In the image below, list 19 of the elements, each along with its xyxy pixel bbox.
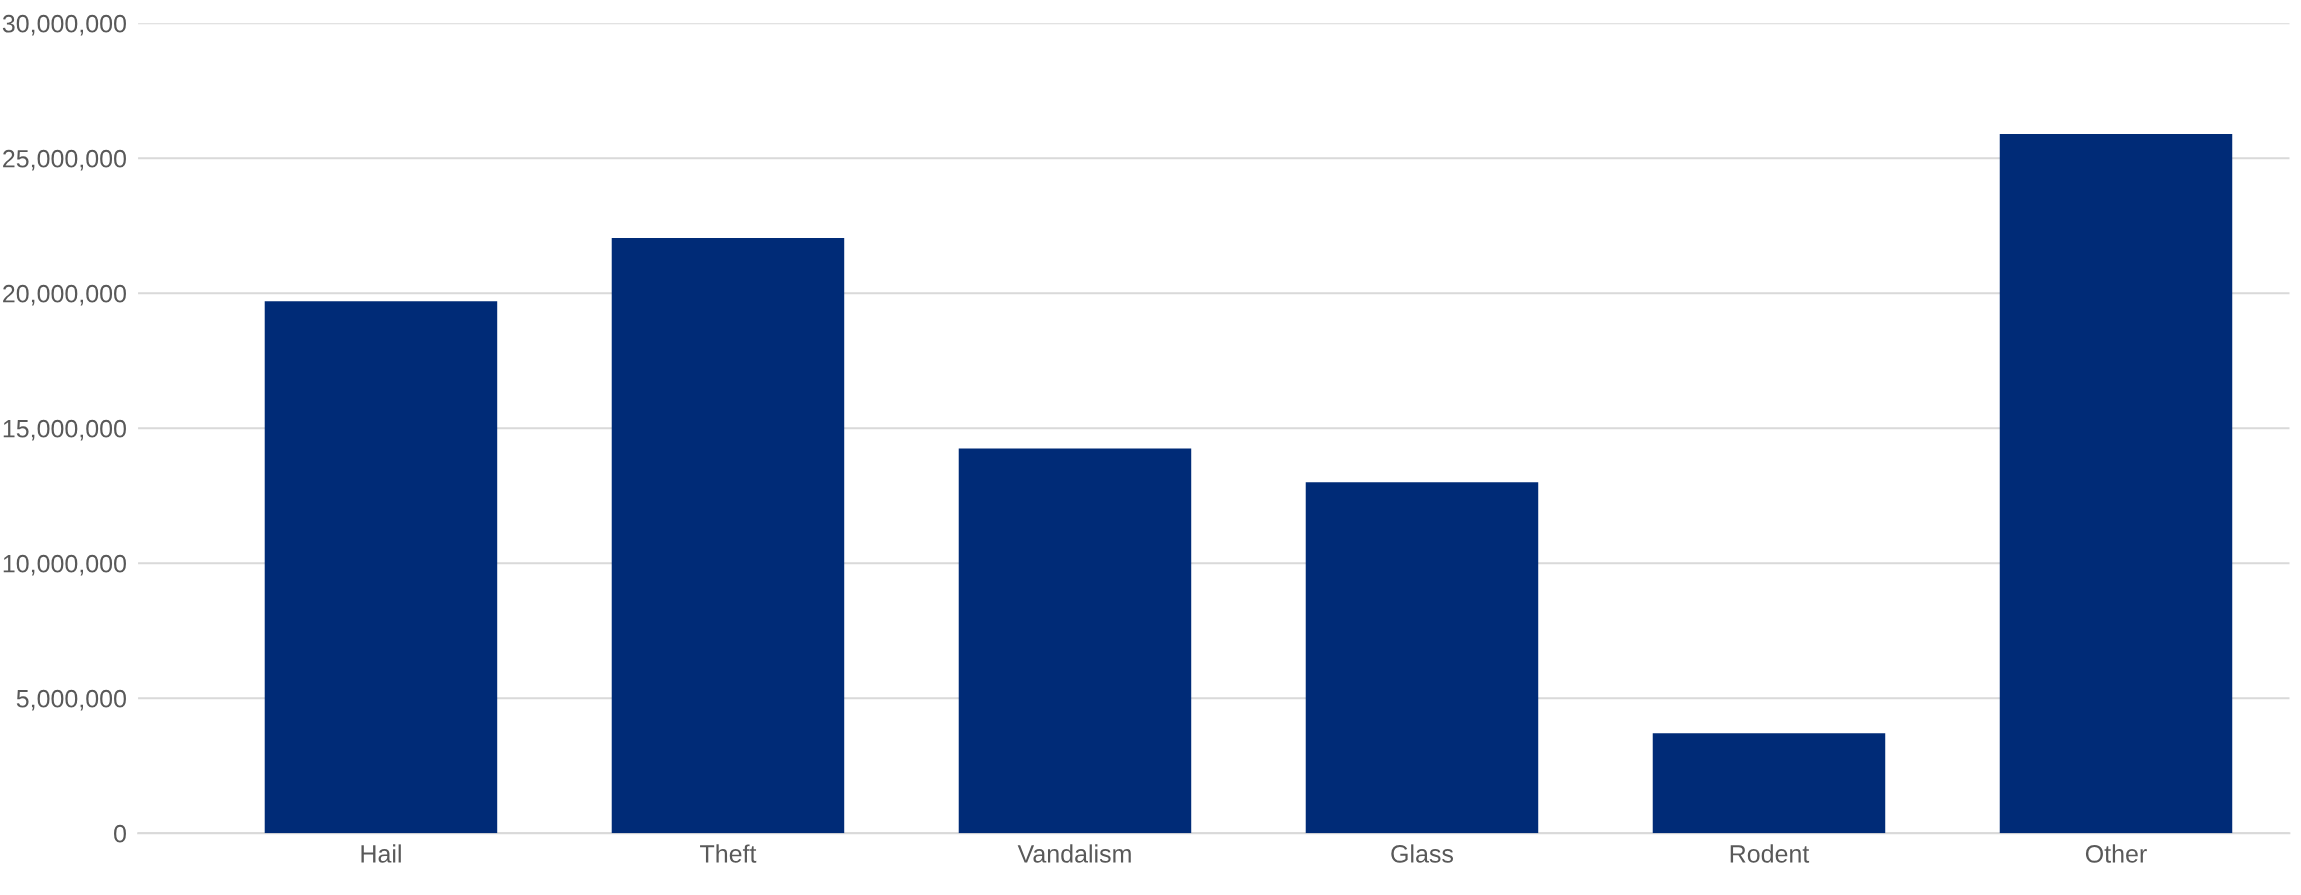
y-tick-label: 30,000,000 [2,14,126,36]
bar [611,237,845,834]
x-tick-label: Theft [700,844,757,863]
y-tick-label: 0 [114,824,126,843]
bar [958,448,1192,834]
x-tick-label: Glass [1391,844,1454,863]
y-tick-label: 15,000,000 [3,419,126,441]
x-tick-label: Rodent [1730,844,1810,863]
bar [1999,133,2233,834]
x-tick-label: Other [2085,844,2147,863]
y-tick-label: 25,000,000 [3,149,126,171]
y-tick-label: 5,000,000 [16,689,126,711]
y-tick-label: 10,000,000 [3,554,126,576]
bar [1305,482,1539,834]
x-tick-label: Vandalism [1017,844,1131,863]
x-tick-label: Hail [361,844,401,863]
bar [1652,733,1886,834]
y-tick-label: 20,000,000 [3,284,126,306]
bar [264,301,498,834]
